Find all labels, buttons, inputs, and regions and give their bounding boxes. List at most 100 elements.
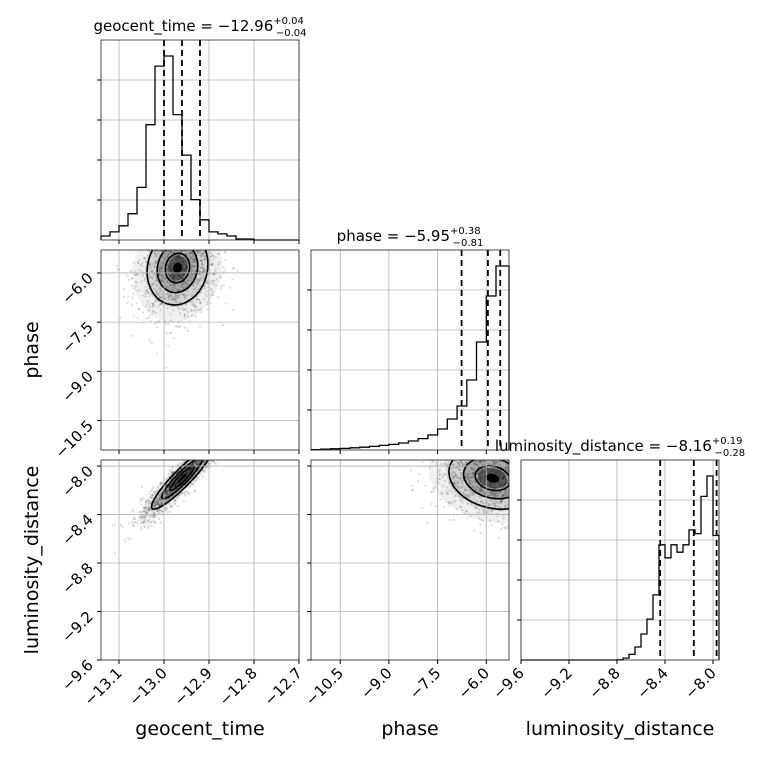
scatter-point: [467, 476, 470, 479]
scatter-point: [166, 235, 168, 237]
scatter-point: [476, 446, 478, 448]
scatter-point: [159, 266, 162, 270]
scatter-point: [181, 263, 184, 266]
scatter-point: [141, 243, 143, 245]
scatter-point: [502, 476, 505, 479]
scatter-point: [182, 244, 184, 246]
scatter-point: [170, 250, 173, 253]
scatter-point: [193, 288, 196, 291]
scatter-point: [474, 452, 476, 454]
scatter-point: [163, 247, 165, 249]
scatter-point: [477, 473, 480, 476]
scatter-point: [469, 468, 473, 471]
scatter-point: [488, 471, 491, 475]
scatter-point: [483, 479, 486, 482]
scatter-point: [479, 460, 482, 463]
scatter-point: [198, 450, 200, 452]
scatter-point: [212, 444, 214, 446]
scatter-point: [464, 451, 466, 453]
scatter-point: [153, 493, 156, 496]
scatter-point: [199, 454, 201, 456]
scatter-point: [189, 245, 191, 247]
scatter-point: [482, 502, 485, 505]
scatter-point: [499, 502, 503, 505]
scatter-point: [171, 243, 173, 245]
scatter-point: [449, 501, 452, 504]
scatter-point: [465, 494, 468, 497]
scatter-point: [543, 472, 545, 474]
scatter-point: [173, 254, 176, 257]
scatter-point: [211, 262, 214, 266]
scatter-point: [196, 462, 199, 465]
scatter-point: [173, 298, 176, 301]
scatter-point: [140, 503, 143, 506]
scatter-point: [174, 293, 177, 296]
scatter-point: [202, 456, 204, 458]
scatter-point: [480, 489, 483, 492]
scatter-point: [167, 235, 169, 237]
scatter-point: [179, 301, 182, 304]
scatter-point: [168, 214, 170, 216]
scatter-point: [474, 480, 477, 484]
scatter-point: [177, 243, 179, 245]
scatter-point: [225, 245, 227, 247]
scatter-point: [153, 217, 155, 219]
scatter-point: [203, 460, 206, 463]
scatter-point: [466, 442, 468, 444]
scatter-point: [182, 273, 185, 276]
scatter-point: [144, 507, 147, 510]
scatter-point: [174, 299, 177, 302]
scatter-point: [476, 472, 480, 475]
scatter-point: [141, 262, 144, 265]
scatter-point: [183, 269, 186, 272]
scatter-point: [181, 293, 184, 296]
scatter-point: [137, 273, 140, 276]
scatter-point: [196, 463, 199, 466]
scatter-point: [440, 492, 443, 496]
scatter-point: [173, 493, 176, 496]
scatter-point: [526, 468, 528, 470]
scatter-point: [229, 431, 231, 433]
scatter-point: [209, 263, 212, 266]
scatter-point: [217, 444, 219, 446]
scatter-point: [212, 256, 215, 259]
scatter-point: [168, 276, 171, 279]
scatter-point: [199, 259, 202, 262]
scatter-point: [156, 499, 159, 502]
scatter-point: [549, 471, 551, 473]
scatter-point: [477, 458, 479, 460]
scatter-point: [177, 254, 181, 257]
scatter-point: [491, 510, 494, 513]
x-axis-label: geocent_time: [135, 718, 264, 740]
scatter-point: [212, 254, 215, 257]
scatter-point: [185, 242, 187, 244]
scatter-point: [194, 467, 197, 470]
scatter-point: [198, 457, 200, 459]
scatter-point: [476, 443, 478, 445]
scatter-point: [170, 506, 173, 509]
scatter-point: [198, 460, 201, 462]
scatter-point: [154, 246, 156, 248]
scatter-point: [134, 517, 137, 521]
scatter-point: [181, 261, 184, 264]
scatter-point: [175, 248, 177, 250]
scatter-point: [203, 287, 206, 290]
scatter-point: [155, 325, 158, 329]
scatter-point: [143, 224, 145, 226]
scatter-point: [460, 486, 463, 489]
scatter-point: [213, 456, 215, 458]
scatter-point: [174, 246, 176, 248]
scatter-point: [510, 476, 512, 478]
scatter-point: [138, 269, 141, 272]
scatter-point: [411, 488, 414, 491]
scatter-point: [535, 508, 537, 510]
scatter-point: [174, 247, 176, 249]
scatter-point: [530, 504, 532, 506]
scatter-point: [543, 501, 545, 503]
scatter-point: [186, 265, 189, 269]
scatter-point: [542, 488, 544, 490]
scatter-point: [169, 242, 171, 244]
scatter-point: [472, 468, 475, 471]
scatter-point: [206, 236, 208, 238]
scatter-point: [203, 257, 206, 260]
